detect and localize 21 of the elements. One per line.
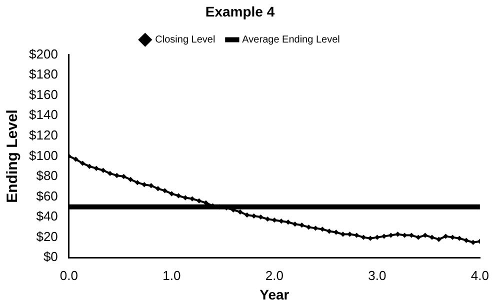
x-tick-label: 0.0 bbox=[60, 268, 78, 283]
y-tick-label: $180 bbox=[29, 66, 58, 82]
y-tick-label: $120 bbox=[29, 128, 58, 142]
x-tick-label: 4.0 bbox=[470, 268, 490, 283]
x-tick-label: 2.0 bbox=[265, 268, 284, 283]
chart-title: Example 4 bbox=[205, 3, 275, 20]
y-tick-label: $20 bbox=[36, 228, 58, 244]
x-axis-title: Year bbox=[260, 286, 290, 302]
y-tick-label: $40 bbox=[36, 208, 58, 224]
y-tick-label: $100 bbox=[29, 148, 58, 163]
legend-label: Closing Level bbox=[155, 34, 216, 46]
y-tick-label: $60 bbox=[36, 188, 58, 204]
y-tick-label: $140 bbox=[29, 107, 58, 122]
y-tick-label: $80 bbox=[36, 168, 58, 184]
x-tick-label: 1.0 bbox=[162, 268, 181, 283]
y-axis-title: Ending Level bbox=[4, 110, 22, 203]
y-tick-label: $160 bbox=[29, 86, 58, 102]
legend-label: Average Ending Level bbox=[242, 34, 340, 46]
y-tick-label: $0 bbox=[43, 249, 58, 264]
x-tick-label: 3.0 bbox=[368, 268, 386, 283]
y-tick-label: $200 bbox=[29, 46, 58, 62]
